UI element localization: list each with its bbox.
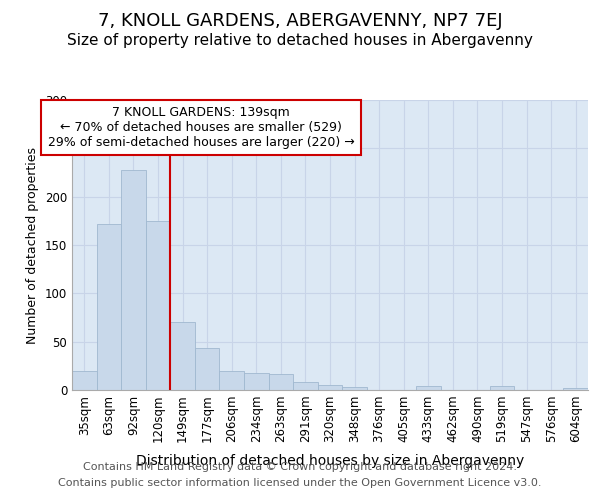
Bar: [269, 374, 293, 390]
Bar: [146, 221, 170, 390]
Bar: [490, 386, 514, 390]
Bar: [121, 170, 146, 390]
Bar: [416, 386, 440, 390]
Y-axis label: Number of detached properties: Number of detached properties: [26, 146, 40, 344]
X-axis label: Distribution of detached houses by size in Abergavenny: Distribution of detached houses by size …: [136, 454, 524, 468]
Text: 7 KNOLL GARDENS: 139sqm
← 70% of detached houses are smaller (529)
29% of semi-d: 7 KNOLL GARDENS: 139sqm ← 70% of detache…: [47, 106, 355, 149]
Text: Contains HM Land Registry data © Crown copyright and database right 2024.: Contains HM Land Registry data © Crown c…: [83, 462, 517, 472]
Bar: [97, 224, 121, 390]
Text: 7, KNOLL GARDENS, ABERGAVENNY, NP7 7EJ: 7, KNOLL GARDENS, ABERGAVENNY, NP7 7EJ: [98, 12, 502, 30]
Bar: [563, 388, 588, 390]
Text: Contains public sector information licensed under the Open Government Licence v3: Contains public sector information licen…: [58, 478, 542, 488]
Bar: [318, 385, 342, 390]
Bar: [342, 387, 367, 390]
Text: Size of property relative to detached houses in Abergavenny: Size of property relative to detached ho…: [67, 32, 533, 48]
Bar: [244, 372, 269, 390]
Bar: [195, 348, 220, 390]
Bar: [170, 322, 195, 390]
Bar: [72, 370, 97, 390]
Bar: [220, 370, 244, 390]
Bar: [293, 382, 318, 390]
